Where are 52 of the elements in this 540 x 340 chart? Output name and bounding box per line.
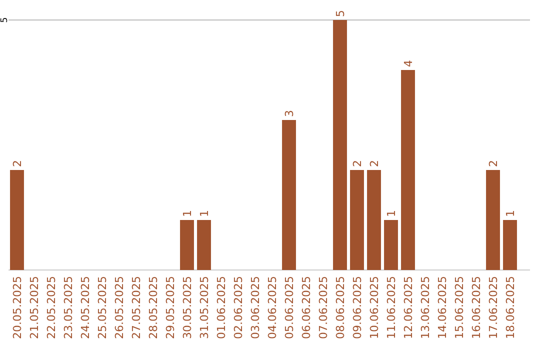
- x-tick-label: 15.06.2025: [453, 276, 466, 339]
- x-tick-label: 07.06.2025: [317, 276, 330, 339]
- x-tick-label: 05.06.2025: [283, 276, 296, 339]
- x-tick-label: 30.05.2025: [181, 276, 194, 339]
- x-tick-label: 23.05.2025: [62, 276, 75, 339]
- x-tick-label: 11.06.2025: [385, 276, 398, 339]
- x-tick-label: 27.05.2025: [130, 276, 143, 339]
- data-label: 1: [181, 210, 194, 217]
- x-tick-label: 10.06.2025: [368, 276, 381, 339]
- x-tick-label: 26.05.2025: [113, 276, 126, 339]
- data-label: 2: [487, 160, 500, 167]
- bar: [384, 220, 398, 270]
- data-label: 1: [504, 210, 517, 217]
- bar: [282, 120, 296, 270]
- data-label: 1: [198, 210, 211, 217]
- x-tick-label: 25.05.2025: [96, 276, 109, 339]
- x-tick-label: 04.06.2025: [266, 276, 279, 339]
- x-tick-label: 31.05.2025: [198, 276, 211, 339]
- x-tick-label: 24.05.2025: [79, 276, 92, 339]
- x-tick-label: 18.06.2025: [504, 276, 517, 339]
- bar: [503, 220, 517, 270]
- data-label: 2: [351, 160, 364, 167]
- x-tick-label: 02.06.2025: [232, 276, 245, 339]
- data-label: 3: [283, 110, 296, 117]
- x-tick-label: 14.06.2025: [436, 276, 449, 339]
- data-label: 5: [334, 10, 347, 17]
- data-label: 1: [385, 210, 398, 217]
- bar: [10, 170, 24, 270]
- bar: [401, 70, 415, 270]
- x-tick-label: 09.06.2025: [351, 276, 364, 339]
- bar: [367, 170, 381, 270]
- x-tick-label: 20.05.2025: [11, 276, 24, 339]
- data-label: 2: [368, 160, 381, 167]
- x-tick-label: 22.05.2025: [45, 276, 58, 339]
- x-tick-label: 03.06.2025: [249, 276, 262, 339]
- bar: [486, 170, 500, 270]
- x-tick-label: 28.05.2025: [147, 276, 160, 339]
- bar: [350, 170, 364, 270]
- x-tick-label: 08.06.2025: [334, 276, 347, 339]
- data-label: 4: [402, 60, 415, 67]
- bar: [333, 20, 347, 270]
- bar: [180, 220, 194, 270]
- x-tick-label: 12.06.2025: [402, 276, 415, 339]
- bar: [197, 220, 211, 270]
- x-tick-label: 21.05.2025: [28, 276, 41, 339]
- x-tick-label: 16.06.2025: [470, 276, 483, 339]
- x-tick-label: 01.06.2025: [215, 276, 228, 339]
- x-tick-label: 17.06.2025: [487, 276, 500, 339]
- x-tick-label: 29.05.2025: [164, 276, 177, 339]
- x-tick-label: 13.06.2025: [419, 276, 432, 339]
- data-label: 2: [11, 160, 24, 167]
- x-tick-label: 06.06.2025: [300, 276, 313, 339]
